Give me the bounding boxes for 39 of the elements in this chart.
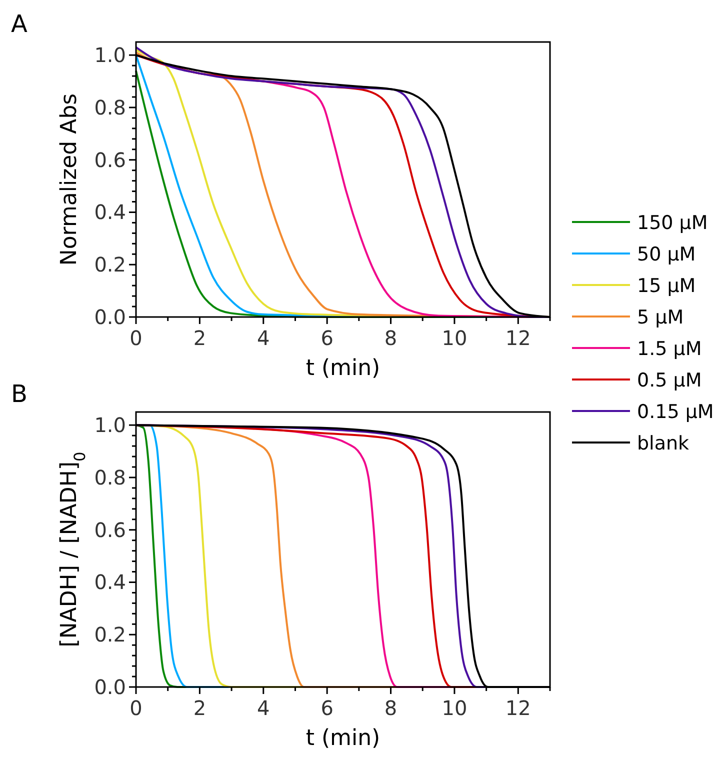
- x-axis-title: t (min): [306, 356, 380, 381]
- legend-label: 5 μM: [637, 306, 684, 328]
- x-tick-label: 8: [384, 326, 398, 350]
- y-tick-label: 1.0: [94, 413, 126, 438]
- chart-title: B: [11, 380, 28, 408]
- y-tick-label: 0.2: [94, 252, 126, 277]
- legend-label: 15 μM: [637, 275, 696, 297]
- y-tick-label: 0.6: [94, 518, 126, 542]
- legend-label: 150 μM: [637, 212, 708, 234]
- legend-label: blank: [637, 432, 690, 454]
- x-tick-label: 10: [442, 696, 468, 720]
- legend-label: 0.15 μM: [637, 401, 714, 423]
- x-tick-label: 8: [384, 696, 398, 720]
- legend-label: 1.5 μM: [637, 338, 702, 360]
- x-tick-label: 2: [193, 326, 206, 350]
- y-tick-label: 0.6: [94, 148, 126, 172]
- y-tick-label: 0.0: [94, 675, 126, 699]
- x-tick-label: 10: [442, 326, 468, 350]
- x-tick-label: 6: [320, 326, 334, 350]
- y-tick-label: 0.2: [94, 622, 126, 647]
- x-tick-label: 2: [193, 696, 206, 720]
- x-axis-title: t (min): [306, 726, 380, 751]
- x-tick-label: 12: [505, 326, 531, 350]
- chart-title: A: [11, 10, 28, 38]
- y-tick-label: 0.8: [94, 95, 126, 120]
- x-tick-label: 4: [257, 696, 270, 720]
- x-tick-label: 0: [130, 696, 142, 720]
- x-tick-label: 12: [505, 696, 531, 720]
- y-tick-label: 0.4: [94, 200, 126, 224]
- y-tick-label: 0.8: [94, 465, 126, 490]
- y-tick-label: 0.4: [94, 570, 126, 594]
- legend-label: 0.5 μM: [637, 370, 702, 392]
- y-axis-title: Normalized Abs: [57, 93, 82, 266]
- y-tick-label: 0.0: [94, 305, 126, 329]
- x-tick-label: 0: [130, 326, 142, 350]
- legend-label: 50 μM: [637, 244, 696, 266]
- x-tick-label: 4: [257, 326, 270, 350]
- y-tick-label: 1.0: [94, 43, 126, 68]
- x-tick-label: 6: [320, 696, 334, 720]
